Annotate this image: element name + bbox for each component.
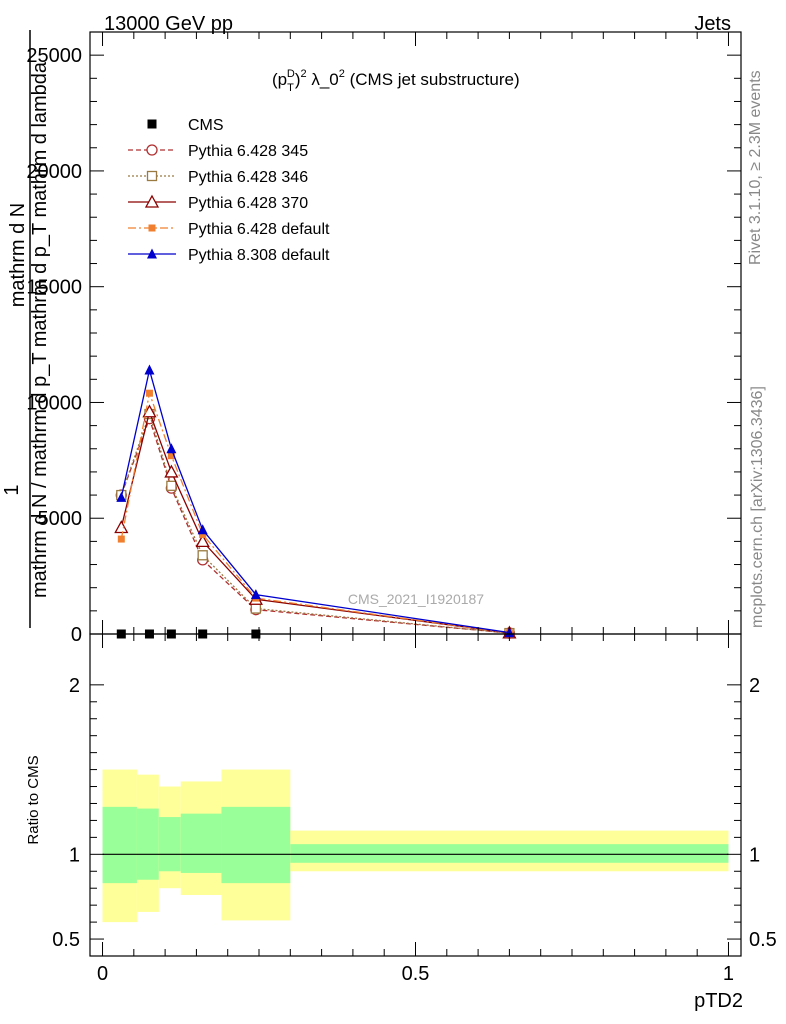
ylabel-one: 1	[1, 484, 23, 495]
point-pdefault-2	[167, 452, 175, 460]
legend-marker-pdefault	[148, 224, 156, 232]
point-p370-2	[164, 464, 179, 478]
plot-title: (pTD)2 λ_02 (CMS jet substructure)	[272, 68, 520, 94]
analysis-watermark: CMS_2021_I1920187	[348, 591, 484, 607]
mcplots-label: mcplots.cern.ch [arXiv:1306.3436]	[749, 386, 766, 628]
point-p346-2	[166, 480, 177, 491]
legend-label-pdefault: Pythia 6.428 default	[188, 221, 330, 238]
point-pdefault-3	[199, 530, 207, 538]
axes: 0 5000 10000 15000 20000 25000 0 0.5 1 0.5 0.5 1 1 2 2	[26, 31, 777, 985]
legend: CMS Pythia 6.428 345 Pythia 6.428 346 Pythi…	[128, 117, 330, 264]
xtick-label-2: 1	[723, 963, 734, 985]
ratio-band-inner-1	[136, 808, 159, 880]
point-p8-3	[197, 524, 208, 535]
main-ytick-label-3: 15000	[26, 277, 82, 299]
energy-label: 13000 GeV pp	[104, 13, 233, 35]
point-p8-4	[250, 589, 261, 600]
ratio-band-inner-5	[290, 844, 729, 863]
point-p346-4	[250, 603, 262, 614]
point-p8-0	[116, 491, 127, 502]
legend-marker-cms	[147, 119, 157, 129]
point-p8-2	[166, 443, 177, 454]
legend-marker-p345	[146, 144, 158, 156]
ratio-ytick-label-1: 1	[69, 844, 80, 866]
xtick-label-0: 0	[97, 963, 108, 985]
main-ytick-label-0: 0	[71, 624, 82, 646]
series-line-pdefault	[120, 390, 510, 634]
series-p8	[116, 364, 515, 638]
ratio-band-inner-3	[180, 813, 222, 873]
ratio-ytick-label-right-2: 2	[749, 675, 760, 697]
main-ytick-label-1: 5000	[38, 508, 83, 530]
point-p346-3	[197, 550, 208, 561]
x-axis-label: pTD2	[694, 990, 743, 1012]
ratio-ylabel: Ratio to CMS	[25, 755, 42, 844]
series-line-p370	[120, 409, 510, 634]
ylabel-numerator: mathrm d N	[7, 203, 29, 307]
xtick-label-1: 0.5	[402, 963, 430, 985]
ratio-ytick-label-0: 0.5	[52, 929, 80, 951]
point-pdefault-0	[117, 535, 125, 543]
ratio-band-inner-0	[102, 806, 137, 884]
point-p8-1	[144, 364, 155, 375]
legend-label-p346: Pythia 6.428 346	[188, 169, 308, 186]
ylabel-denominator: mathrm d N / mathrm d p_T mathrm d p_T m…	[29, 61, 51, 598]
point-p370-0	[114, 520, 129, 534]
legend-marker-p346	[146, 170, 158, 182]
ratio-band-inner-2	[158, 817, 181, 872]
ratio-band-inner-4	[221, 806, 291, 884]
legend-marker-p8	[147, 248, 157, 259]
main-ytick-label-4: 20000	[26, 161, 82, 183]
main-ytick-label-2: 10000	[26, 392, 82, 414]
svg-text:(pTD)2 λ_02 (CMS jet substruct: (pTD)2 λ_02 (CMS jet substructure)	[272, 68, 520, 94]
rivet-version-label: Rivet 3.1.10, ≥ 2.3M events	[747, 70, 764, 265]
legend-label-p8: Pythia 8.308 default	[188, 247, 330, 264]
legend-marker-p370	[144, 194, 160, 208]
ratio-ytick-label-right-1: 1	[749, 844, 760, 866]
legend-label-p370: Pythia 6.428 370	[188, 195, 308, 212]
ratio-ytick-label-2: 2	[69, 675, 80, 697]
main-ylabel: 1 mathrm d N mathrm d N / mathrm d p_T m…	[1, 30, 51, 628]
series-line-p8	[120, 369, 510, 634]
process-label: Jets	[694, 13, 731, 35]
legend-label-cms: CMS	[188, 117, 224, 134]
ratio-ytick-label-right-0: 0.5	[749, 929, 777, 951]
point-pdefault-1	[145, 389, 153, 397]
ratio-uncertainty-bands	[102, 769, 729, 923]
main-ytick-label-5: 25000	[26, 45, 82, 67]
legend-label-p345: Pythia 6.428 345	[188, 143, 308, 160]
point-p370-3	[195, 534, 210, 548]
